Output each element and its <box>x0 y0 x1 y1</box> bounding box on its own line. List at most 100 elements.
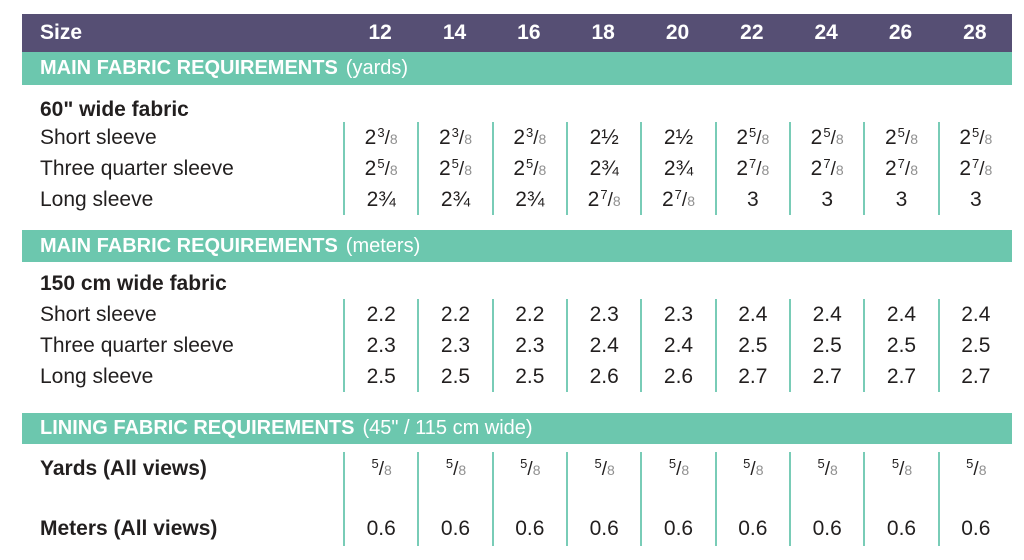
data-cell: 27/8 <box>566 184 640 215</box>
data-cell: 2.4 <box>714 299 789 330</box>
data-cell: 0.6 <box>515 517 545 540</box>
data-cell: 23/8 <box>343 122 417 153</box>
data-cell: 2.3 <box>640 299 714 330</box>
data-column: 5/8 0.6 <box>566 452 640 546</box>
size-header-cell: 18 <box>591 21 615 44</box>
data-cell: 27/8 <box>937 153 1012 184</box>
data-cell: 2.5 <box>863 330 937 361</box>
size-header-cell: 14 <box>442 21 467 44</box>
row-label: Long sleeve <box>40 187 154 211</box>
data-cell: 27/8 <box>789 153 863 184</box>
data-cell: 5/8 <box>966 456 987 480</box>
data-cell: 0.6 <box>366 517 396 540</box>
section-unit: (meters) <box>345 234 421 257</box>
data-cell: 0.6 <box>589 517 619 540</box>
data-cell: 2.5 <box>937 330 1012 361</box>
size-header-cell: 20 <box>665 21 690 44</box>
data-cell: 2.6 <box>640 361 714 392</box>
data-cell: 2.7 <box>789 361 863 392</box>
data-cell: 5/8 <box>594 456 615 480</box>
data-cell: 2.2 <box>491 299 566 330</box>
data-cell: 2.4 <box>863 299 937 330</box>
data-cell: 27/8 <box>863 153 937 184</box>
data-cell: 25/8 <box>863 122 937 153</box>
data-cell: 2.5 <box>343 361 417 392</box>
data-cell: 25/8 <box>417 153 491 184</box>
data-cell: 2.4 <box>789 299 863 330</box>
size-header-cell: 22 <box>740 21 764 44</box>
data-column: 5/8 0.6 <box>491 452 566 546</box>
data-cell: 2¾ <box>343 184 417 215</box>
data-cell: 5/8 <box>445 456 467 480</box>
data-cell: 2¾ <box>566 153 640 184</box>
size-header-cell: 28 <box>963 21 987 44</box>
data-cell: 25/8 <box>937 122 1012 153</box>
data-column: 5/8 0.6 <box>937 452 1012 546</box>
data-cell: 2.2 <box>343 299 417 330</box>
data-column: 5/8 0.6 <box>789 452 863 546</box>
data-cell: 2.4 <box>640 330 714 361</box>
row-label: Yards (All views) <box>40 457 207 480</box>
row-label: Long sleeve <box>40 364 154 388</box>
row-label: Short sleeve <box>40 125 157 149</box>
data-cell: 2.5 <box>714 330 789 361</box>
size-header-cell: 24 <box>814 21 838 44</box>
section-header-yards: MAIN FABRIC REQUIREMENTS (yards) <box>22 52 1012 85</box>
row-label: Three quarter sleeve <box>40 333 234 357</box>
data-cell: 3 <box>937 184 1012 215</box>
section-header-meters: MAIN FABRIC REQUIREMENTS (meters) <box>22 230 1012 262</box>
data-cell: 0.6 <box>812 517 842 540</box>
data-cell: 5/8 <box>520 456 541 480</box>
data-cell: 2.3 <box>417 330 491 361</box>
size-header-row: Size 12 14 16 18 20 22 24 26 28 <box>22 14 1012 52</box>
section-header-lining: LINING FABRIC REQUIREMENTS (45" / 115 cm… <box>22 413 1012 444</box>
data-cell: 5/8 <box>817 456 838 480</box>
data-cell: 0.6 <box>886 517 917 540</box>
data-cell: 2.4 <box>937 299 1012 330</box>
data-cell: 2.5 <box>789 330 863 361</box>
data-cell: 2.7 <box>863 361 937 392</box>
size-header-label: Size <box>40 21 83 44</box>
section-title: MAIN FABRIC REQUIREMENTS <box>40 234 338 257</box>
data-cell: 2½ <box>566 122 640 153</box>
row-label: Short sleeve <box>40 302 157 326</box>
size-header-cell: 12 <box>368 21 392 44</box>
data-cell: 25/8 <box>491 153 566 184</box>
fabric-width-label-meters: 150 cm wide fabric <box>40 272 227 295</box>
data-cell: 2¾ <box>417 184 491 215</box>
data-cell: 2.7 <box>937 361 1012 392</box>
data-cell: 0.6 <box>663 517 694 540</box>
row-label: Three quarter sleeve <box>40 156 234 180</box>
data-cell: 27/8 <box>640 184 714 215</box>
fabric-width-label-yards: 60" wide fabric <box>40 98 189 121</box>
yards-rows: Short sleeve 23/8 23/8 23/8 2½ 2½ 25/8 25/8 25/8… <box>22 122 1012 215</box>
data-column: 5/8 0.6 <box>863 452 937 546</box>
size-header-cell: 16 <box>517 21 541 44</box>
data-cell: 0.6 <box>961 517 991 540</box>
data-cell: 2½ <box>640 122 714 153</box>
data-cell: 27/8 <box>714 153 789 184</box>
section-title: LINING FABRIC REQUIREMENTS <box>40 417 355 439</box>
row-label: Meters (All views) <box>40 517 218 540</box>
size-header-cell: 26 <box>888 21 913 44</box>
data-cell: 5/8 <box>668 456 690 480</box>
data-cell: 0.6 <box>440 517 471 540</box>
section-unit: (yards) <box>345 57 409 79</box>
data-cell: 3 <box>863 184 937 215</box>
data-cell: 2.4 <box>566 330 640 361</box>
data-cell: 2.5 <box>491 361 566 392</box>
data-cell: 3 <box>714 184 789 215</box>
data-cell: 2.3 <box>566 299 640 330</box>
section-unit: (45" / 115 cm wide) <box>362 417 533 439</box>
data-column: 5/8 0.6 <box>417 452 491 546</box>
data-cell: 23/8 <box>491 122 566 153</box>
lining-label-column: Yards (All views) Meters (All views) <box>22 452 343 546</box>
data-cell: 25/8 <box>343 153 417 184</box>
data-cell: 25/8 <box>714 122 789 153</box>
data-cell: 2.6 <box>566 361 640 392</box>
data-column: 5/8 0.6 <box>640 452 714 546</box>
data-column: 5/8 0.6 <box>714 452 789 546</box>
data-cell: 5/8 <box>371 456 392 480</box>
meters-rows: Short sleeve 2.2 2.2 2.2 2.3 2.3 2.4 2.4 2.4 2.4 T… <box>22 299 1012 392</box>
